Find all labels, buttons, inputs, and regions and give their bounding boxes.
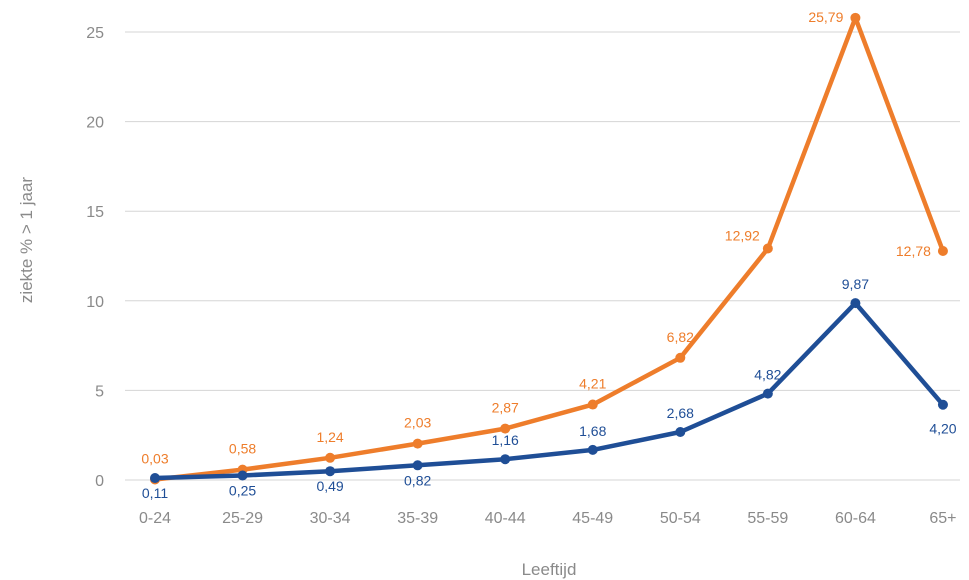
y-tick-label: 25 — [86, 25, 104, 42]
data-label: 12,92 — [725, 227, 760, 243]
x-tick-label: 35-39 — [397, 510, 438, 527]
data-label: 1,68 — [579, 423, 606, 439]
data-point — [587, 444, 598, 455]
data-point — [850, 298, 861, 309]
data-label: 2,68 — [667, 405, 694, 421]
series-lines — [150, 12, 948, 485]
y-tick-label: 10 — [86, 294, 104, 311]
data-label: 1,24 — [316, 429, 343, 445]
series-line — [152, 300, 946, 481]
x-tick-label: 40-44 — [485, 510, 526, 527]
data-labels: 0,03 0,58 1,24 2,03 2,87 4,21 6,82 12,92 25,79 12… — [141, 9, 956, 501]
data-label: 25,79 — [808, 9, 843, 25]
y-tick-label: 20 — [86, 115, 104, 132]
x-tick-label: 0-24 — [139, 510, 171, 527]
data-label: 0,58 — [229, 441, 256, 457]
data-point — [325, 452, 336, 463]
data-point — [500, 423, 511, 434]
data-label: 4,21 — [579, 376, 606, 392]
data-label: 2,03 — [404, 415, 431, 431]
data-label: 1,16 — [492, 432, 519, 448]
data-label: 0,82 — [404, 472, 431, 488]
data-label: 6,82 — [667, 329, 694, 345]
x-tick-label: 60-64 — [835, 510, 876, 527]
data-point — [937, 245, 948, 256]
x-tick-label: 50-54 — [660, 510, 701, 527]
y-tick-label: 5 — [95, 383, 104, 400]
data-point — [237, 470, 248, 481]
data-label: 0,49 — [316, 478, 343, 494]
data-point — [762, 243, 773, 254]
x-tick-label: 25-29 — [222, 510, 263, 527]
data-point — [412, 438, 423, 449]
data-label: 12,78 — [896, 243, 931, 259]
data-point — [850, 12, 861, 23]
data-label: 0,03 — [141, 450, 168, 466]
data-point — [150, 473, 160, 484]
gridlines — [125, 31, 960, 481]
data-point — [500, 454, 511, 465]
data-label: 2,87 — [492, 400, 519, 416]
y-tick-label: 0 — [95, 473, 104, 490]
data-label: 4,20 — [929, 421, 956, 437]
y-axis-label: ziekte % > 1 jaar — [17, 177, 36, 303]
data-point — [587, 399, 598, 410]
data-point — [325, 466, 336, 477]
data-point — [762, 388, 773, 399]
y-axis-ticks: 0 5 10 15 20 25 — [86, 25, 104, 490]
x-axis-ticks: 0-24 25-29 30-34 35-39 40-44 45-49 50-54 55-59 6… — [139, 510, 957, 527]
y-tick-label: 15 — [86, 204, 104, 221]
data-label: 0,11 — [142, 485, 168, 501]
x-axis-label: Leeftijd — [522, 560, 577, 579]
series-line — [152, 15, 946, 482]
data-point — [675, 352, 686, 363]
x-tick-label: 45-49 — [572, 510, 613, 527]
data-point — [937, 399, 948, 410]
x-tick-label: 30-34 — [310, 510, 351, 527]
data-label: 0,25 — [229, 483, 256, 499]
data-label: 9,87 — [842, 276, 869, 292]
data-point — [675, 426, 686, 437]
data-point — [412, 460, 423, 471]
data-label: 4,82 — [754, 367, 781, 383]
x-tick-label: 65+ — [929, 510, 956, 527]
x-tick-label: 55-59 — [747, 510, 788, 527]
